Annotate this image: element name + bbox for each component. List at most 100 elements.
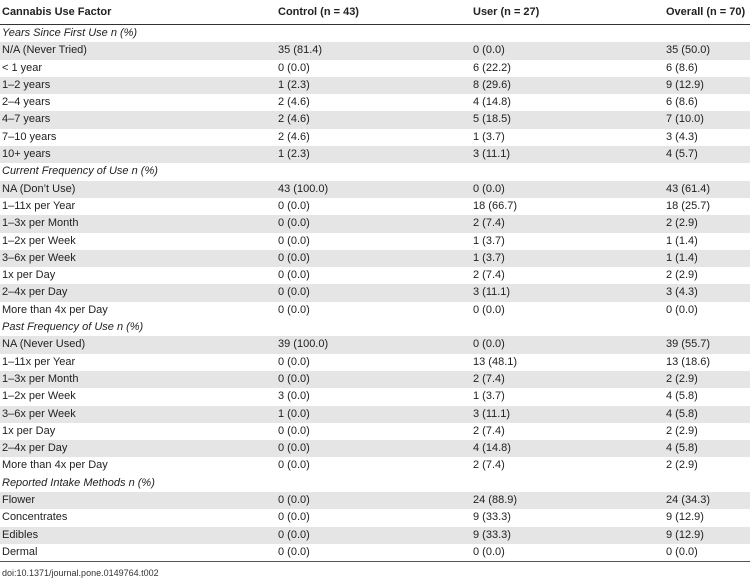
cell-control: 3 (0.0) [276, 388, 471, 406]
cell-control: 35 (81.4) [276, 42, 471, 60]
cell-user: 24 (88.9) [471, 492, 664, 510]
section-header-row: Current Frequency of Use n (%) [0, 163, 750, 181]
cell-overall: 4 (5.7) [664, 146, 750, 164]
table-row: 2–4x per Day 0 (0.0) 4 (14.8) 4 (5.8) [0, 440, 750, 458]
table-row: Dermal 0 (0.0) 0 (0.0) 0 (0.0) [0, 543, 750, 563]
cell-factor: 1x per Day [0, 267, 276, 285]
cell-factor: 1–3x per Month [0, 215, 276, 233]
table-row: 1–3x per Month 0 (0.0) 2 (7.4) 2 (2.9) [0, 215, 750, 233]
cell-user: 2 (7.4) [471, 457, 664, 475]
cell-factor: Edibles [0, 526, 276, 544]
cell-overall: 39 (55.7) [664, 336, 750, 354]
cell-factor: Concentrates [0, 509, 276, 527]
cell-user: 4 (14.8) [471, 440, 664, 458]
header-row: Cannabis Use Factor Control (n = 43) Use… [0, 0, 750, 25]
cell-control: 0 (0.0) [276, 422, 471, 441]
table-row: N/A (Never Tried) 35 (81.4) 0 (0.0) 35 (50.… [0, 42, 750, 60]
table-row: 1x per Day 0 (0.0) 2 (7.4) 2 (2.9) [0, 267, 750, 285]
cell-control: 1 (2.3) [276, 76, 471, 95]
section-title: Reported Intake Methods n (%) [0, 474, 750, 493]
cell-control: 43 (100.0) [276, 180, 471, 198]
table-row: Edibles 0 (0.0) 9 (33.3) 9 (12.9) [0, 526, 750, 544]
cell-overall: 1 (1.4) [664, 249, 750, 268]
cell-control: 2 (4.6) [276, 94, 471, 112]
cell-overall: 4 (5.8) [664, 388, 750, 406]
cell-user: 9 (33.3) [471, 526, 664, 544]
cell-control: 0 (0.0) [276, 249, 471, 268]
cell-user: 1 (3.7) [471, 249, 664, 268]
cell-factor: 1x per Day [0, 422, 276, 441]
cell-user: 2 (7.4) [471, 215, 664, 233]
cell-overall: 24 (34.3) [664, 492, 750, 510]
cell-overall: 4 (5.8) [664, 440, 750, 458]
cell-overall: 9 (12.9) [664, 76, 750, 95]
table-row: 1–3x per Month 0 (0.0) 2 (7.4) 2 (2.9) [0, 370, 750, 389]
cell-factor: 2–4x per Day [0, 284, 276, 302]
cell-control: 2 (4.6) [276, 111, 471, 129]
cell-control: 0 (0.0) [276, 215, 471, 233]
cell-factor: 10+ years [0, 146, 276, 164]
table-row: 3–6x per Week 1 (0.0) 3 (11.1) 4 (5.8) [0, 405, 750, 423]
cell-control: 0 (0.0) [276, 353, 471, 371]
cell-user: 0 (0.0) [471, 543, 664, 563]
cell-overall: 7 (10.0) [664, 111, 750, 129]
cell-factor: NA (Don’t Use) [0, 180, 276, 198]
table-row: 2–4 years 2 (4.6) 4 (14.8) 6 (8.6) [0, 94, 750, 112]
cell-factor: < 1 year [0, 59, 276, 77]
cell-overall: 2 (2.9) [664, 422, 750, 441]
cell-user: 18 (66.7) [471, 197, 664, 216]
table-row: Concentrates 0 (0.0) 9 (33.3) 9 (12.9) [0, 509, 750, 527]
cell-control: 0 (0.0) [276, 301, 471, 320]
cell-factor: Flower [0, 492, 276, 510]
cell-overall: 3 (4.3) [664, 128, 750, 147]
cell-factor: NA (Never Used) [0, 336, 276, 354]
cell-factor: 1–2x per Week [0, 232, 276, 250]
cell-control: 1 (2.3) [276, 146, 471, 164]
cell-user: 13 (48.1) [471, 353, 664, 371]
cell-control: 0 (0.0) [276, 284, 471, 302]
cell-factor: More than 4x per Day [0, 301, 276, 320]
cell-user: 3 (11.1) [471, 405, 664, 423]
cell-factor: 1–11x per Year [0, 353, 276, 371]
section-header-row: Reported Intake Methods n (%) [0, 474, 750, 493]
table-row: < 1 year 0 (0.0) 6 (22.2) 6 (8.6) [0, 59, 750, 77]
cell-overall: 2 (2.9) [664, 370, 750, 389]
cell-user: 9 (33.3) [471, 509, 664, 527]
cell-user: 2 (7.4) [471, 422, 664, 441]
cell-overall: 3 (4.3) [664, 284, 750, 302]
cell-factor: 3–6x per Week [0, 405, 276, 423]
cell-overall: 18 (25.7) [664, 197, 750, 216]
cell-factor: Dermal [0, 543, 276, 563]
cell-user: 0 (0.0) [471, 180, 664, 198]
table-row: More than 4x per Day 0 (0.0) 0 (0.0) 0 (0.0… [0, 301, 750, 320]
header-overall: Overall (n = 70) [664, 0, 750, 25]
cell-factor: 2–4 years [0, 94, 276, 112]
cell-user: 0 (0.0) [471, 336, 664, 354]
cell-factor: 1–2x per Week [0, 388, 276, 406]
section-title: Past Frequency of Use n (%) [0, 319, 750, 337]
cell-factor: N/A (Never Tried) [0, 42, 276, 60]
cell-control: 0 (0.0) [276, 197, 471, 216]
cell-control: 0 (0.0) [276, 492, 471, 510]
cell-factor: 1–3x per Month [0, 370, 276, 389]
table-row: 3–6x per Week 0 (0.0) 1 (3.7) 1 (1.4) [0, 249, 750, 268]
cell-factor: 1–11x per Year [0, 197, 276, 216]
cell-user: 5 (18.5) [471, 111, 664, 129]
cell-user: 8 (29.6) [471, 76, 664, 95]
cell-control: 0 (0.0) [276, 509, 471, 527]
cell-overall: 1 (1.4) [664, 232, 750, 250]
cell-overall: 43 (61.4) [664, 180, 750, 198]
cell-control: 0 (0.0) [276, 526, 471, 544]
cell-overall: 13 (18.6) [664, 353, 750, 371]
section-header-row: Years Since First Use n (%) [0, 24, 750, 43]
cell-overall: 9 (12.9) [664, 509, 750, 527]
cell-overall: 4 (5.8) [664, 405, 750, 423]
cell-factor: 2–4x per Day [0, 440, 276, 458]
cell-user: 0 (0.0) [471, 42, 664, 60]
cell-factor: 1–2 years [0, 76, 276, 95]
cell-user: 1 (3.7) [471, 232, 664, 250]
cell-overall: 0 (0.0) [664, 301, 750, 320]
cell-factor: 4–7 years [0, 111, 276, 129]
cell-factor: 3–6x per Week [0, 249, 276, 268]
cell-overall: 2 (2.9) [664, 267, 750, 285]
